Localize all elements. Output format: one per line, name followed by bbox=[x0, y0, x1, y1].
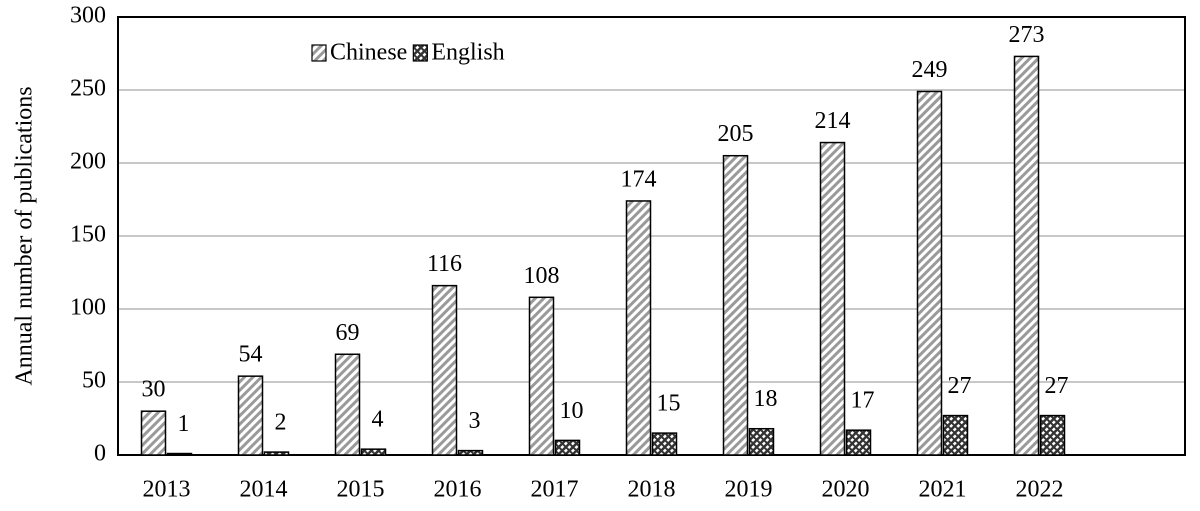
plot-border bbox=[117, 16, 1186, 456]
value-label: 273 bbox=[1009, 22, 1045, 48]
y-tick-label: 200 bbox=[70, 149, 106, 175]
x-tick-label: 2020 bbox=[822, 477, 870, 503]
bar bbox=[651, 432, 678, 456]
bar bbox=[360, 448, 387, 456]
value-label: 30 bbox=[142, 377, 166, 403]
value-label: 214 bbox=[815, 108, 851, 134]
bar bbox=[528, 296, 555, 456]
value-label: 17 bbox=[851, 388, 875, 414]
x-tick-label: 2014 bbox=[240, 477, 288, 503]
value-label: 69 bbox=[336, 320, 360, 346]
bar bbox=[625, 200, 652, 456]
bar bbox=[819, 141, 846, 456]
y-tick-label: 100 bbox=[70, 295, 106, 321]
x-tick-label: 2015 bbox=[337, 477, 385, 503]
bar bbox=[845, 429, 872, 456]
y-tick-label: 250 bbox=[70, 76, 106, 102]
bar bbox=[942, 414, 969, 456]
value-label: 249 bbox=[912, 57, 948, 83]
bar bbox=[722, 154, 749, 456]
legend-swatch bbox=[311, 44, 327, 62]
y-tick-label: 0 bbox=[94, 441, 106, 467]
y-tick-label: 150 bbox=[70, 222, 106, 248]
value-label: 4 bbox=[372, 407, 384, 433]
x-tick-label: 2013 bbox=[143, 477, 191, 503]
bar bbox=[237, 375, 264, 456]
x-tick-label: 2017 bbox=[531, 477, 579, 503]
legend-swatch bbox=[412, 44, 428, 62]
bar bbox=[748, 427, 775, 456]
y-tick-label: 300 bbox=[70, 3, 106, 29]
x-tick-label: 2016 bbox=[434, 477, 482, 503]
x-tick-label: 2022 bbox=[1016, 477, 1064, 503]
y-axis-label: Annual number of publications bbox=[12, 86, 38, 385]
value-label: 27 bbox=[948, 373, 972, 399]
bar bbox=[140, 410, 167, 456]
value-label: 205 bbox=[718, 121, 754, 147]
value-label: 27 bbox=[1045, 373, 1069, 399]
value-label: 15 bbox=[657, 391, 681, 417]
value-label: 3 bbox=[469, 408, 481, 434]
bar bbox=[263, 451, 290, 456]
bar bbox=[1013, 55, 1040, 456]
bar bbox=[554, 439, 581, 456]
value-label: 108 bbox=[524, 263, 560, 289]
x-tick-label: 2019 bbox=[725, 477, 773, 503]
value-label: 18 bbox=[754, 386, 778, 412]
y-tick-label: 50 bbox=[82, 368, 106, 394]
value-label: 10 bbox=[560, 398, 584, 424]
bar bbox=[916, 90, 943, 456]
x-tick-label: 2021 bbox=[919, 477, 967, 503]
bar bbox=[457, 449, 484, 456]
bar bbox=[166, 452, 193, 456]
legend-label: English bbox=[431, 40, 504, 66]
value-label: 116 bbox=[427, 251, 462, 277]
legend-label: Chinese bbox=[330, 40, 407, 66]
x-tick-label: 2018 bbox=[628, 477, 676, 503]
value-label: 174 bbox=[621, 166, 657, 192]
bar bbox=[431, 284, 458, 456]
value-label: 54 bbox=[239, 342, 263, 368]
bar bbox=[334, 353, 361, 456]
value-label: 1 bbox=[178, 411, 190, 437]
bar bbox=[1039, 414, 1066, 456]
value-label: 2 bbox=[275, 410, 287, 436]
